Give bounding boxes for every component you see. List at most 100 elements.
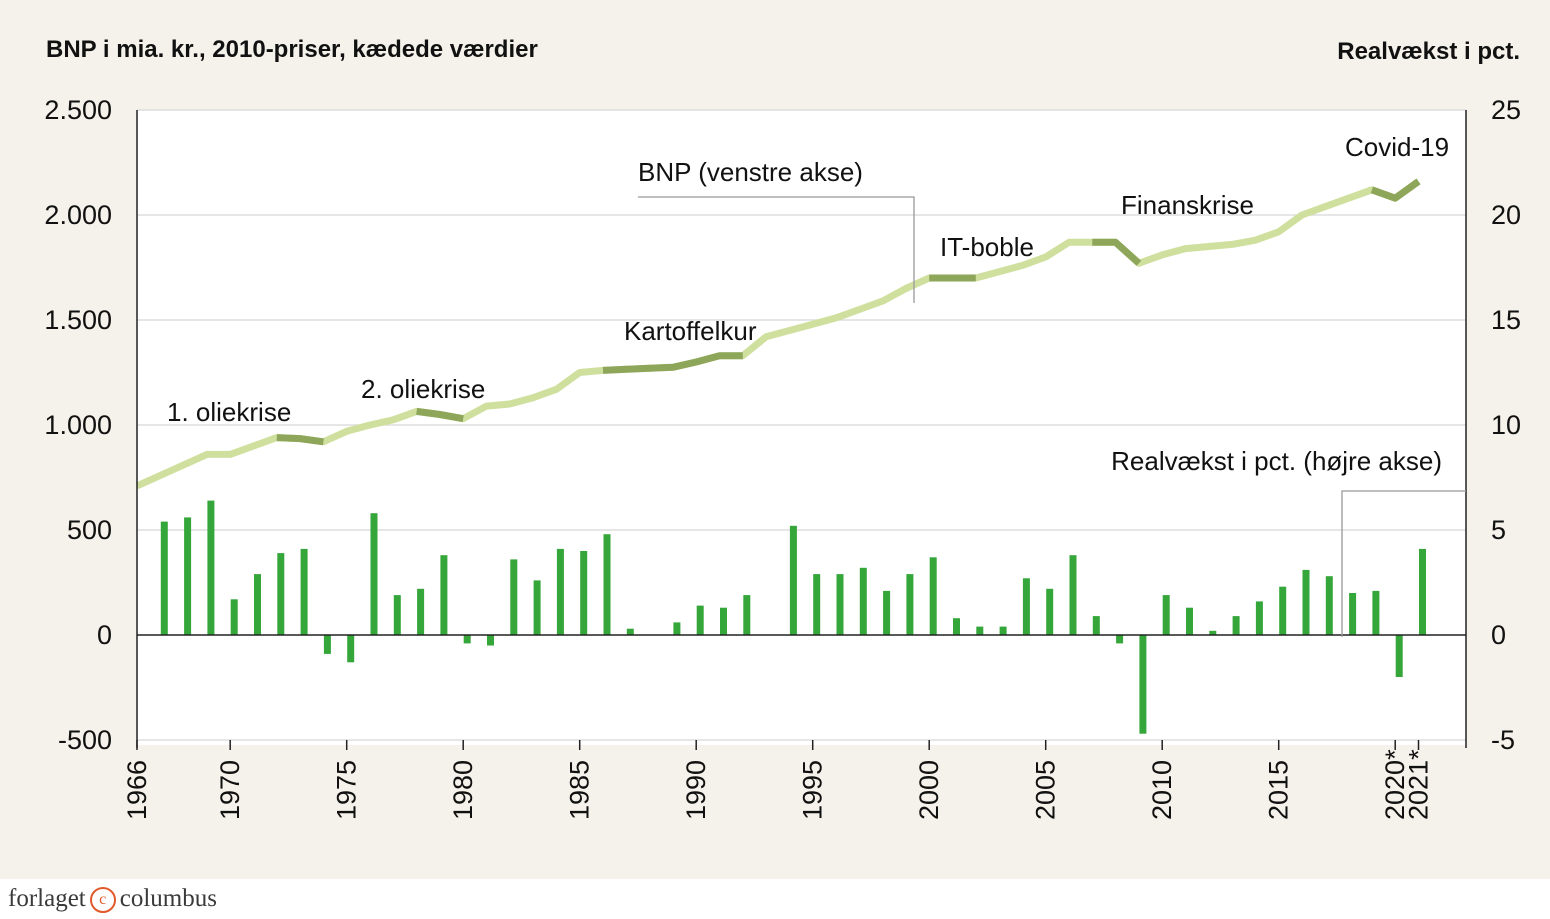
bar: [1186, 607, 1193, 635]
bar: [207, 500, 215, 635]
x-tick-label: 1990: [681, 760, 711, 820]
x-tick-label: 2000: [914, 760, 944, 820]
bar: [626, 628, 634, 635]
copyright-circle-icon: c: [89, 887, 116, 913]
bar: [184, 517, 192, 635]
bar: [370, 513, 378, 635]
crisis-segment: [416, 407, 464, 423]
annotations: 1. oliekrise 2. oliekrise Kartoffelkur IT-b…: [167, 132, 1466, 637]
left-axis-title: BNP i mia. kr., 2010-priser, kædede værd…: [46, 36, 538, 63]
bar: [1116, 635, 1124, 644]
bar: [813, 574, 821, 635]
gdp-line: [135, 178, 1421, 490]
crisis-segment: [1092, 238, 1142, 266]
bar: [720, 607, 727, 635]
bar: [533, 580, 541, 635]
bar: [417, 588, 425, 635]
footer: forlaget c columbus: [0, 879, 1550, 919]
bar: [1069, 555, 1077, 635]
bar: [999, 626, 1007, 635]
line-series: [135, 178, 1421, 490]
bar: [929, 557, 937, 635]
bar: [906, 574, 914, 635]
bar: [1092, 616, 1100, 635]
bar: [1395, 635, 1403, 677]
bar: [696, 605, 704, 635]
left-tick-label: 500: [67, 515, 112, 545]
right-tick-label: 25: [1491, 95, 1521, 125]
bar: [673, 622, 681, 635]
bar: [556, 548, 564, 635]
bar: [743, 595, 751, 635]
logo-text-left: forlaget: [8, 885, 86, 912]
bar: [1325, 576, 1333, 635]
gdp-series-label: BNP (venstre akse): [638, 157, 863, 187]
bars-series: [160, 500, 1426, 734]
x-tick-label: 2015: [1264, 760, 1294, 820]
bar: [1255, 601, 1263, 635]
bar: [1139, 635, 1147, 734]
x-tick-label: 1970: [215, 760, 245, 820]
bar: [440, 555, 448, 635]
crisis-label: Finanskrise: [1121, 190, 1254, 220]
bar: [1046, 588, 1054, 635]
right-tick-label: 5: [1491, 515, 1506, 545]
bar: [1279, 586, 1287, 635]
right-tick-label: 15: [1491, 305, 1521, 335]
axes: 2.500 2.000 1.500 1.000 500 0 -500 25 2015 10 5 0 -5…: [44, 95, 1521, 820]
bar: [1209, 630, 1217, 635]
bar: [859, 567, 867, 635]
right-tick-label: 10: [1491, 410, 1521, 440]
left-tick-label: 0: [97, 620, 112, 650]
crisis-segment: [1370, 178, 1421, 202]
x-tick-label: 2010: [1147, 760, 1177, 820]
right-tick-label: 0: [1491, 620, 1506, 650]
left-tick-label: 2.500: [44, 95, 112, 125]
crisis-label: Kartoffelkur: [624, 316, 757, 346]
right-axis-title: Realvækst i pct.: [1337, 38, 1520, 65]
growth-leader-line: [1341, 490, 1466, 637]
bar: [347, 635, 355, 663]
x-tick-label: 1995: [798, 760, 828, 820]
bar: [603, 534, 611, 635]
bar: [277, 553, 285, 635]
x-tick-label: 1985: [565, 760, 595, 820]
bar: [883, 590, 891, 635]
left-tick-label: 1.000: [44, 410, 112, 440]
left-tick-label: 1.500: [44, 305, 112, 335]
x-tick-label: 2021*: [1404, 749, 1434, 820]
bar: [230, 599, 238, 635]
bar: [254, 574, 261, 635]
gdp-leader-line: [638, 196, 915, 303]
publisher-logo: forlaget c columbus: [8, 885, 217, 913]
bar: [323, 635, 331, 654]
bar: [510, 559, 518, 635]
bar: [1419, 548, 1426, 635]
bar: [1162, 595, 1170, 635]
bar: [160, 521, 168, 635]
growth-series-label: Realvækst i pct. (højre akse): [1111, 446, 1442, 476]
x-tick-label: 1980: [448, 760, 478, 820]
plot-background: [137, 110, 1466, 745]
x-tick-label: 1966: [122, 760, 152, 820]
bar: [1372, 590, 1380, 635]
bar: [836, 574, 844, 635]
bar: [1022, 578, 1030, 635]
x-tick-label: 2005: [1031, 760, 1061, 820]
crisis-label: 2. oliekrise: [361, 374, 485, 404]
x-tick-label: 1975: [332, 760, 362, 820]
bar: [1349, 593, 1357, 635]
bar: [1302, 569, 1310, 635]
left-tick-label: 2.000: [44, 200, 112, 230]
crisis-segment: [276, 434, 324, 446]
bar: [953, 618, 960, 635]
logo-text-right: columbus: [119, 885, 217, 912]
crisis-label: IT-boble: [940, 232, 1034, 262]
right-tick-label: -5: [1491, 725, 1515, 755]
bar: [976, 626, 984, 635]
bar: [580, 551, 588, 635]
crisis-label: 1. oliekrise: [167, 397, 291, 427]
left-tick-label: -500: [58, 725, 112, 755]
bar: [393, 595, 401, 635]
